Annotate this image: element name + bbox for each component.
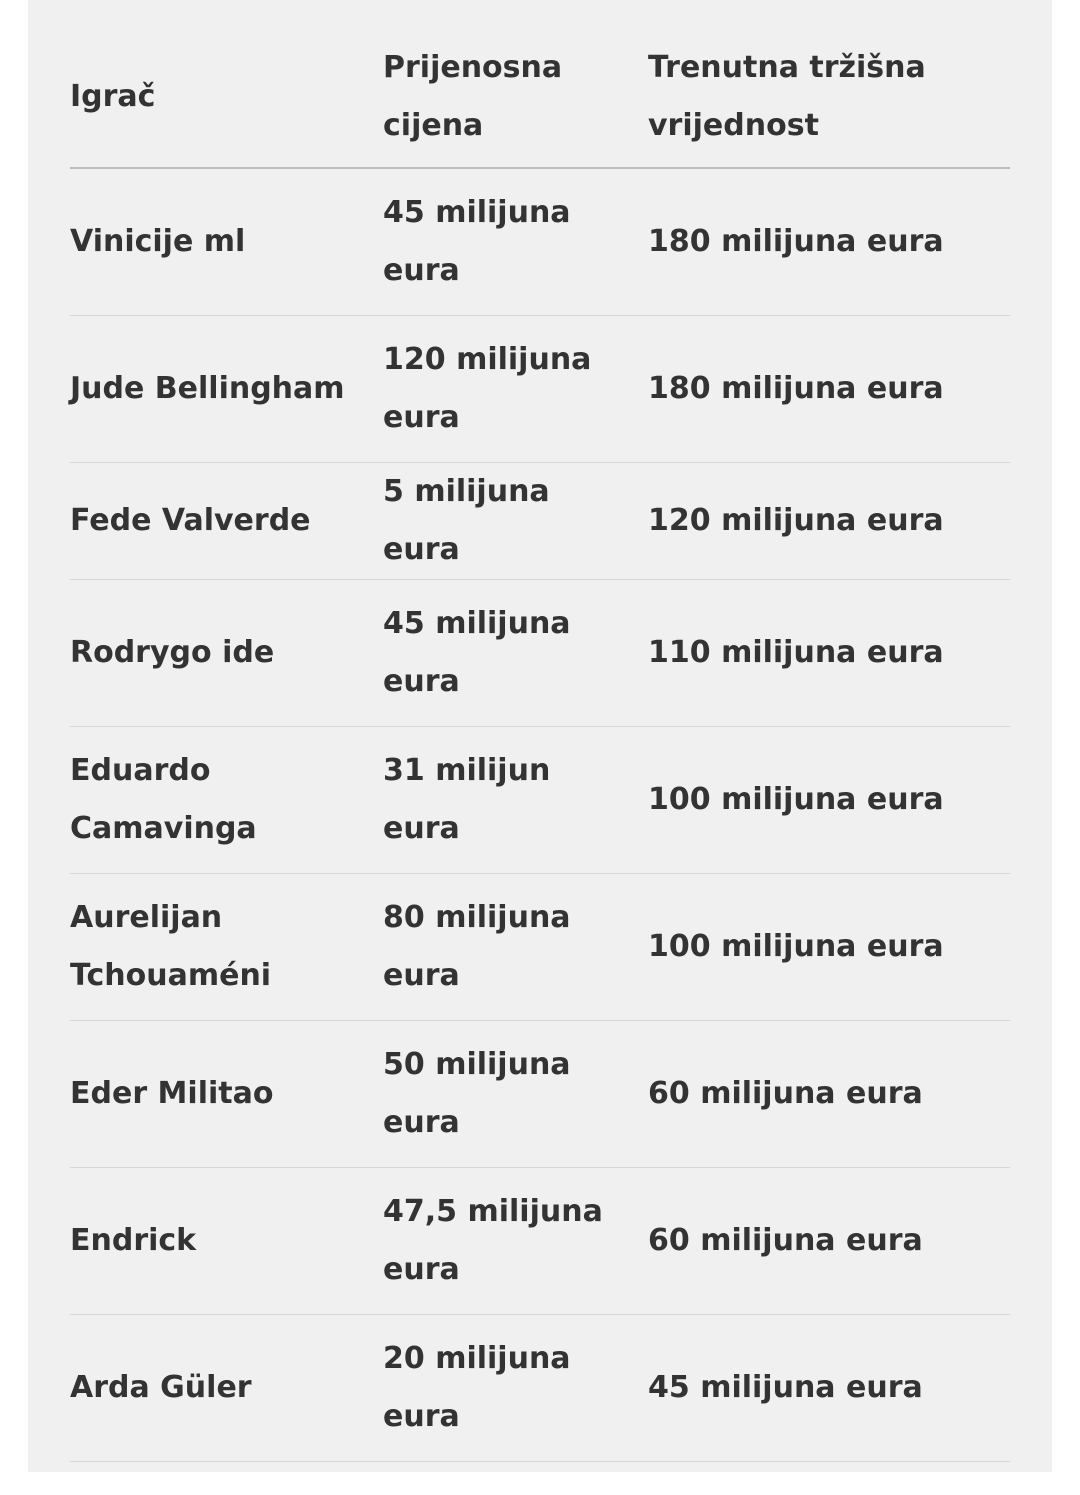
cell-player: Vinicije ml [70, 168, 383, 316]
table-row: Arda Güler 20 milijuna eura 45 milijuna … [70, 1314, 1010, 1462]
cell-player: Jude Bellingham [70, 315, 383, 463]
cell-player: Fede Valverde [70, 462, 383, 580]
cell-market-value: 180 milijuna eura [648, 168, 1010, 316]
cell-player: Eduardo Camavinga [70, 726, 383, 874]
cell-transfer-price: 20 milijuna eura [383, 1314, 648, 1462]
cell-transfer-price: 5 milijuna eura [383, 462, 648, 580]
table-row: Eduardo Camavinga 31 milijun eura 100 mi… [70, 726, 1010, 874]
cell-player: Arda Güler [70, 1314, 383, 1462]
cell-player: Endrick [70, 1167, 383, 1315]
cell-transfer-price: 31 milijun eura [383, 726, 648, 874]
cell-market-value: 110 milijuna eura [648, 579, 1010, 727]
cell-transfer-price: 45 milijuna eura [383, 579, 648, 727]
cell-market-value: 60 milijuna eura [648, 1167, 1010, 1315]
cell-market-value: 100 milijuna eura [648, 726, 1010, 874]
cell-transfer-price: 45 milijuna eura [383, 168, 648, 316]
table-row: Endrick 47,5 milijuna eura 60 milijuna e… [70, 1167, 1010, 1315]
cell-transfer-price: 80 milijuna eura [383, 873, 648, 1021]
table-row: Rodrygo ide 45 milijuna eura 110 milijun… [70, 579, 1010, 727]
table-panel: Igrač Prijenosna cijena Trenutna tržišna… [28, 0, 1052, 1472]
table-row: Eder Militao 50 milijuna eura 60 milijun… [70, 1020, 1010, 1168]
cell-market-value: 45 milijuna eura [648, 1314, 1010, 1462]
cell-player: Aurelijan Tchouaméni [70, 873, 383, 1021]
header-player: Igrač [70, 26, 383, 169]
player-value-table: Igrač Prijenosna cijena Trenutna tržišna… [70, 26, 1010, 1462]
cell-market-value: 180 milijuna eura [648, 315, 1010, 463]
table-row: Vinicije ml 45 milijuna eura 180 milijun… [70, 168, 1010, 316]
header-transfer-price: Prijenosna cijena [383, 26, 648, 169]
cell-player: Rodrygo ide [70, 579, 383, 727]
table-row: Fede Valverde 5 milijuna eura 120 miliju… [70, 462, 1010, 580]
cell-market-value: 120 milijuna eura [648, 462, 1010, 580]
cell-player: Eder Militao [70, 1020, 383, 1168]
cell-transfer-price: 50 milijuna eura [383, 1020, 648, 1168]
cell-transfer-price: 47,5 milijuna eura [383, 1167, 648, 1315]
cell-market-value: 100 milijuna eura [648, 873, 1010, 1021]
cell-market-value: 60 milijuna eura [648, 1020, 1010, 1168]
header-market-value: Trenutna tržišna vrijednost [648, 26, 1010, 169]
cell-transfer-price: 120 milijuna eura [383, 315, 648, 463]
table-header-row: Igrač Prijenosna cijena Trenutna tržišna… [70, 26, 1010, 169]
table-row: Jude Bellingham 120 milijuna eura 180 mi… [70, 315, 1010, 463]
table-row: Aurelijan Tchouaméni 80 milijuna eura 10… [70, 873, 1010, 1021]
